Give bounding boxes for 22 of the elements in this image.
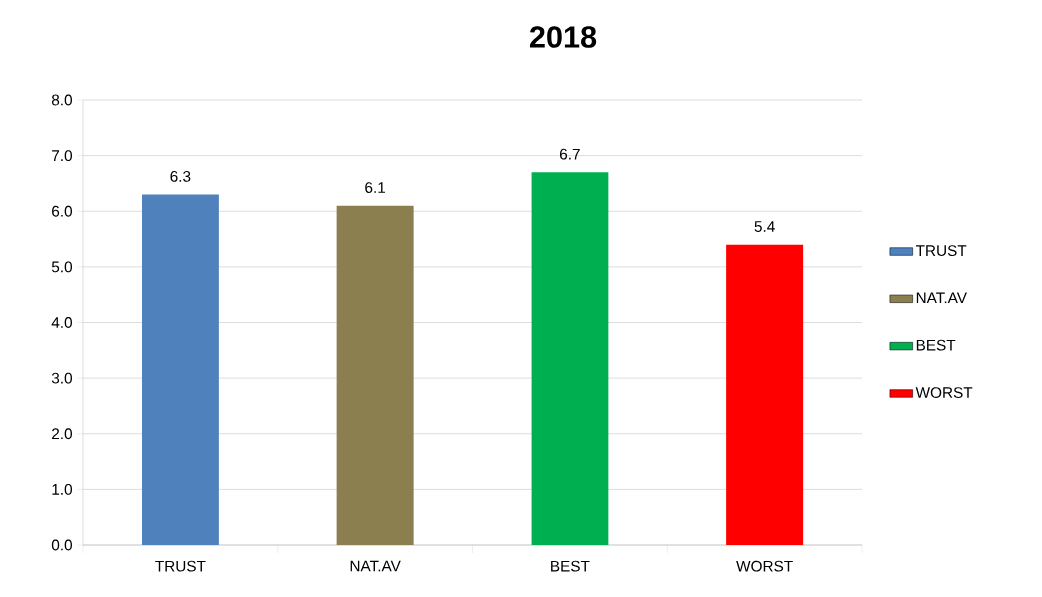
legend-label: WORST bbox=[915, 387, 973, 398]
y-tick-label: 2.0 bbox=[52, 428, 72, 440]
legend-label: NAT.AV bbox=[916, 292, 967, 304]
data-label: 6.7 bbox=[559, 148, 580, 160]
data-label: 6.1 bbox=[365, 182, 386, 193]
y-tick-label: 3.0 bbox=[51, 372, 72, 384]
y-tick-label: 6.0 bbox=[52, 205, 72, 217]
data-label: 5.4 bbox=[754, 221, 775, 232]
chart-title: 2018 bbox=[529, 26, 597, 48]
x-tick-label: WORST bbox=[736, 560, 793, 572]
y-tick-label: 0.0 bbox=[51, 539, 72, 551]
y-tick-label: 8.0 bbox=[51, 94, 72, 106]
x-tick-label: NAT.AV bbox=[350, 560, 401, 572]
y-tick-label: 5.0 bbox=[51, 261, 72, 273]
y-tick-label: 1.0 bbox=[52, 483, 72, 495]
data-label: 6.3 bbox=[170, 171, 191, 182]
y-tick-label: 7.0 bbox=[52, 150, 72, 162]
y-tick-label: 4.0 bbox=[51, 317, 72, 328]
legend-label: BEST bbox=[916, 339, 956, 351]
x-tick-label: TRUST bbox=[155, 560, 206, 572]
legend-label: TRUST bbox=[915, 245, 967, 257]
x-tick-label: BEST bbox=[551, 560, 590, 572]
